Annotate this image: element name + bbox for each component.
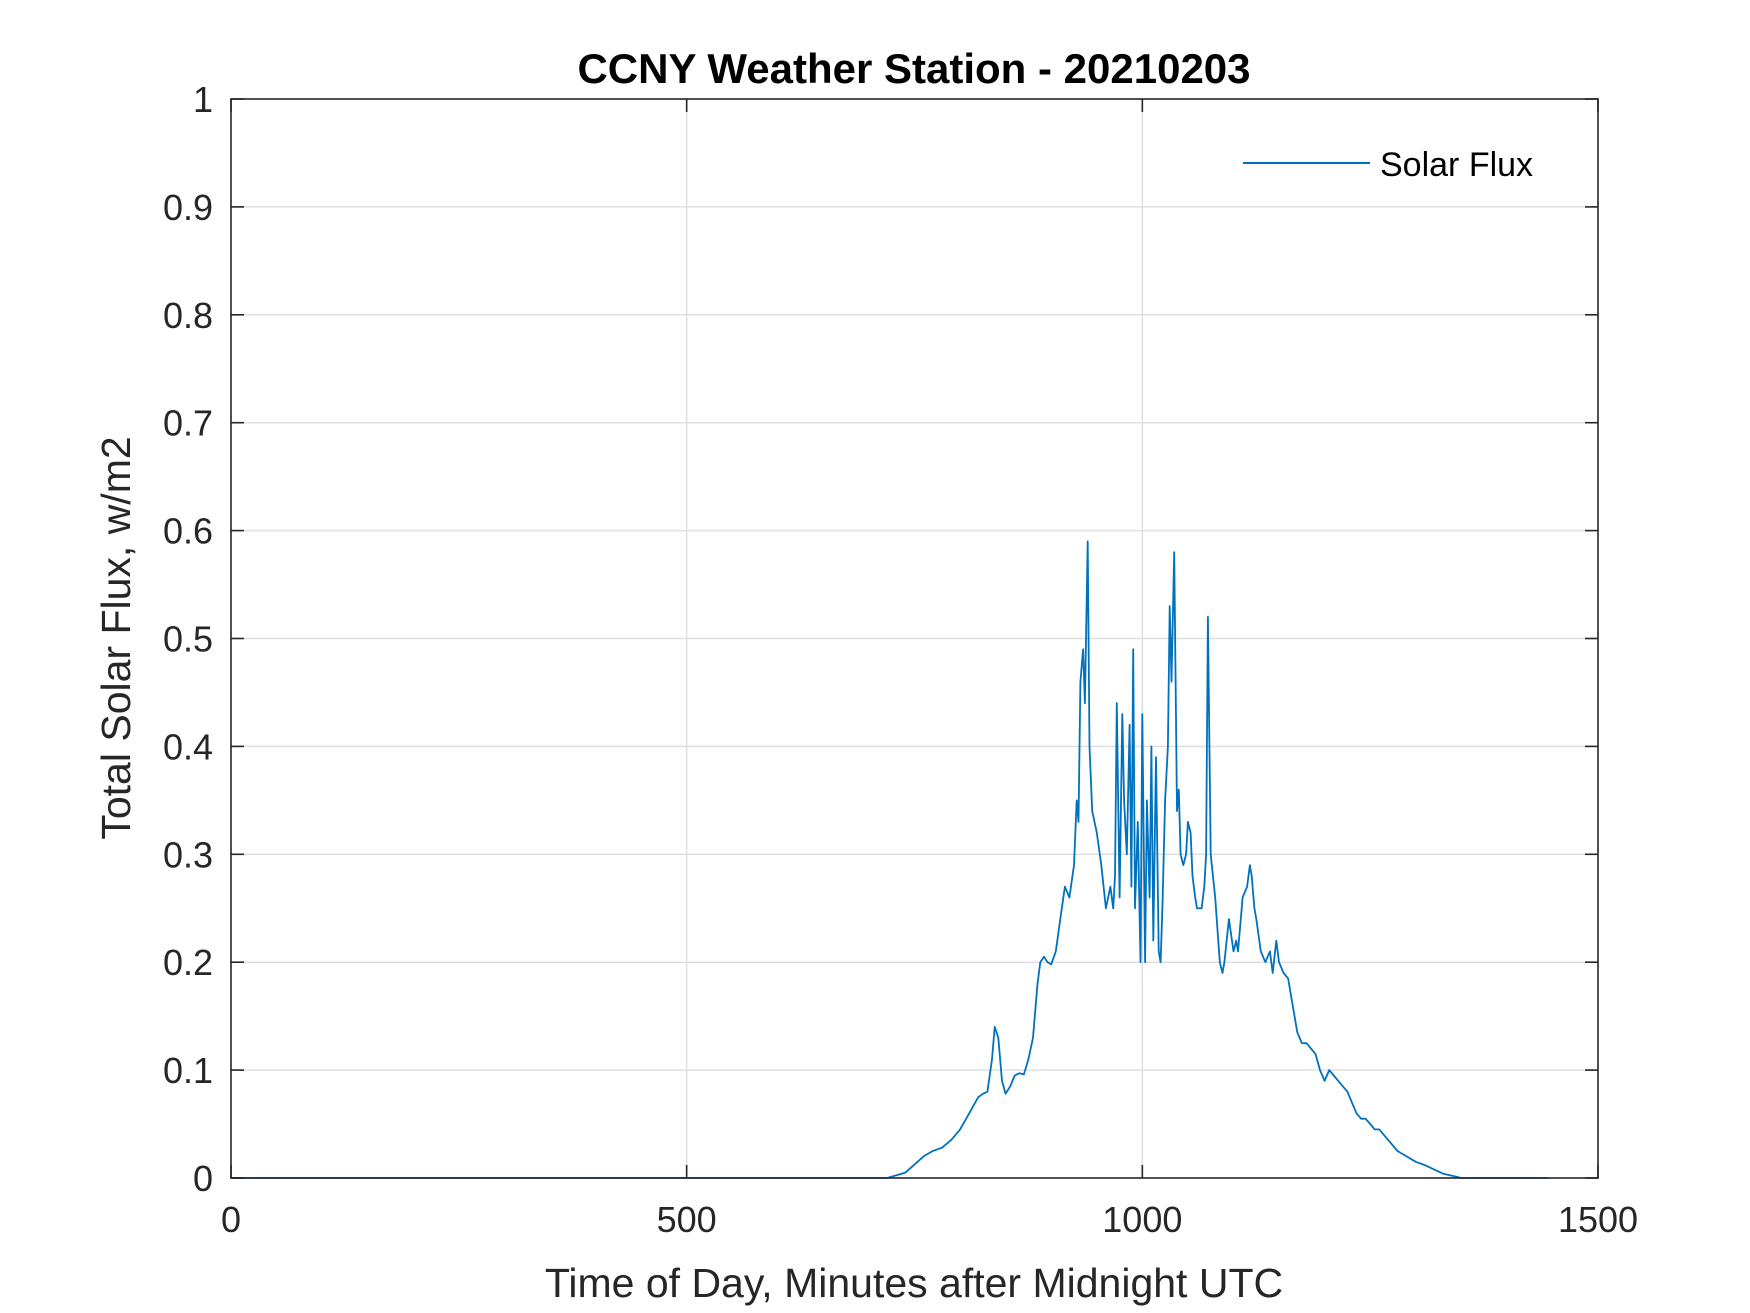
x-tick-label: 0 <box>221 1199 241 1240</box>
tick-marks <box>230 98 1599 1179</box>
y-tick-label: 0.2 <box>163 942 213 983</box>
y-tick-label: 0.8 <box>163 295 213 336</box>
series-line-solar-flux <box>231 540 1548 1179</box>
y-tick-label: 0.6 <box>163 511 213 552</box>
x-axis-label: Time of Day, Minutes after Midnight UTC <box>545 1260 1283 1306</box>
x-tick-label: 500 <box>657 1199 717 1240</box>
y-tick-label: 0 <box>193 1158 213 1199</box>
legend: Solar Flux <box>1243 146 1533 184</box>
y-tick-label: 0.1 <box>163 1050 213 1091</box>
x-tick-label: 1000 <box>1102 1199 1182 1240</box>
y-axis-label: Total Solar Flux, w/m2 <box>93 436 139 839</box>
series-group <box>231 540 1548 1179</box>
grid-lines <box>231 99 1598 1178</box>
y-tick-label: 1 <box>193 79 213 120</box>
y-tick-label: 0.4 <box>163 726 213 767</box>
y-tick-label: 0.3 <box>163 834 213 875</box>
legend-label-solar-flux: Solar Flux <box>1380 146 1533 184</box>
x-tick-label: 1500 <box>1558 1199 1638 1240</box>
tick-labels: 0 500 1000 1500 0 0.1 0.2 0.3 0.4 0.5 0.6 0.7 0.8 0.9… <box>163 79 1638 1240</box>
chart-title: CCNY Weather Station - 20210203 <box>577 45 1250 92</box>
y-tick-label: 0.5 <box>163 619 213 660</box>
y-tick-label: 0.9 <box>163 187 213 228</box>
y-tick-label: 0.7 <box>163 403 213 444</box>
